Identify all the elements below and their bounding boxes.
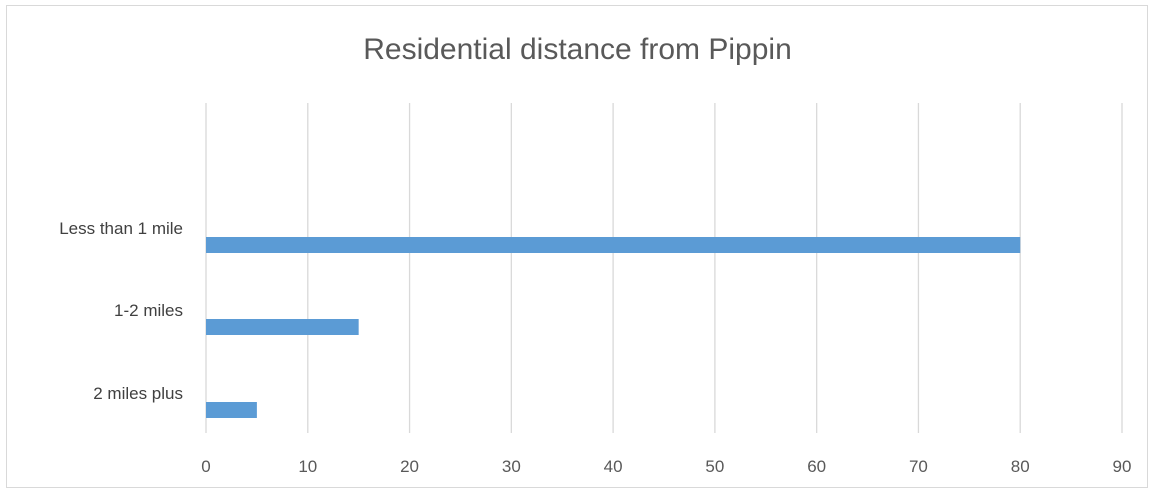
- x-tick-label-50: 50: [705, 457, 724, 476]
- category-label-2: 1-2 miles: [114, 301, 183, 320]
- x-tick-label-60: 60: [807, 457, 826, 476]
- x-tick-label-10: 10: [298, 457, 317, 476]
- chart-title: Residential distance from Pippin: [363, 33, 792, 66]
- category-label-1: Less than 1 mile: [59, 219, 183, 238]
- x-tick-label-0: 0: [201, 457, 210, 476]
- x-axis-tick-labels: 0 10 20 30 40 50 60 70 80 90: [201, 457, 1131, 476]
- x-tick-label-20: 20: [400, 457, 419, 476]
- bar-3: [206, 402, 257, 418]
- bars: [206, 237, 1021, 418]
- x-tick-label-30: 30: [502, 457, 521, 476]
- category-label-3: 2 miles plus: [93, 384, 183, 403]
- grid-lines: [205, 103, 1123, 433]
- x-tick-label-90: 90: [1113, 457, 1132, 476]
- x-tick-label-40: 40: [604, 457, 623, 476]
- bar-2: [206, 319, 359, 335]
- category-labels: Less than 1 mile 1-2 miles 2 miles plus: [59, 219, 183, 403]
- bar-1: [206, 237, 1021, 253]
- x-tick-label-80: 80: [1011, 457, 1030, 476]
- x-tick-label-70: 70: [909, 457, 928, 476]
